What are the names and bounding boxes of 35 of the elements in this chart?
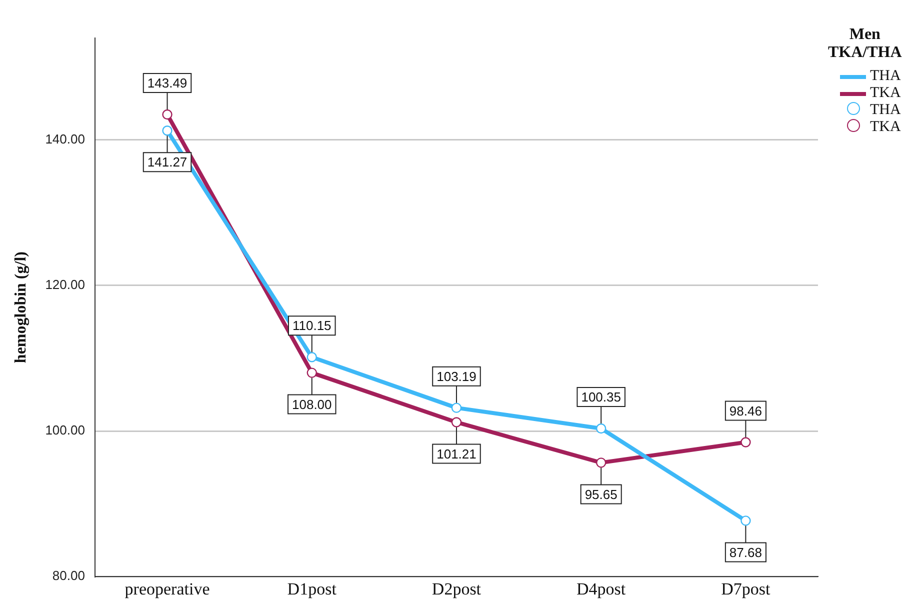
point xyxy=(596,458,606,468)
point xyxy=(451,417,462,428)
point xyxy=(162,109,172,120)
y-tick-label: 140.00 xyxy=(45,131,85,146)
data-label: 98.46 xyxy=(729,403,762,418)
data-label: 95.65 xyxy=(584,486,618,502)
x-tick-label: preoperative xyxy=(124,579,210,598)
x-tick-label: D7post xyxy=(721,579,771,598)
point xyxy=(306,352,317,362)
data-label: 100.35 xyxy=(581,390,621,405)
point xyxy=(740,516,751,526)
y-tick-label: 100.00 xyxy=(45,422,85,438)
legend-title: Men TKA/THA xyxy=(828,26,902,62)
data-label: 103.19 xyxy=(436,368,476,384)
y-tick-label: 80.00 xyxy=(52,568,85,584)
y-axis-title: hemoglobin (g/l) xyxy=(12,252,30,364)
data-label: 141.27 xyxy=(147,154,188,170)
point xyxy=(740,437,751,448)
data-label: 101.21 xyxy=(436,446,476,462)
data-label: 110.15 xyxy=(292,318,332,334)
point xyxy=(451,402,462,413)
y-tick-label: 120.00 xyxy=(45,277,85,292)
point xyxy=(596,423,606,434)
data-label: 143.49 xyxy=(147,76,188,91)
text: THA xyxy=(870,68,901,84)
data-label: 87.68 xyxy=(729,544,762,560)
x-tick-label: D4post xyxy=(576,579,626,598)
point xyxy=(306,368,317,378)
x-tick-label: D2post xyxy=(432,579,482,598)
legend-label: THA xyxy=(870,102,901,119)
data-label: 108.00 xyxy=(292,396,332,412)
text: TKA xyxy=(870,85,901,101)
legend-label: TKA xyxy=(870,119,901,136)
x-tick-label: D1post xyxy=(287,579,337,598)
point xyxy=(162,126,172,136)
